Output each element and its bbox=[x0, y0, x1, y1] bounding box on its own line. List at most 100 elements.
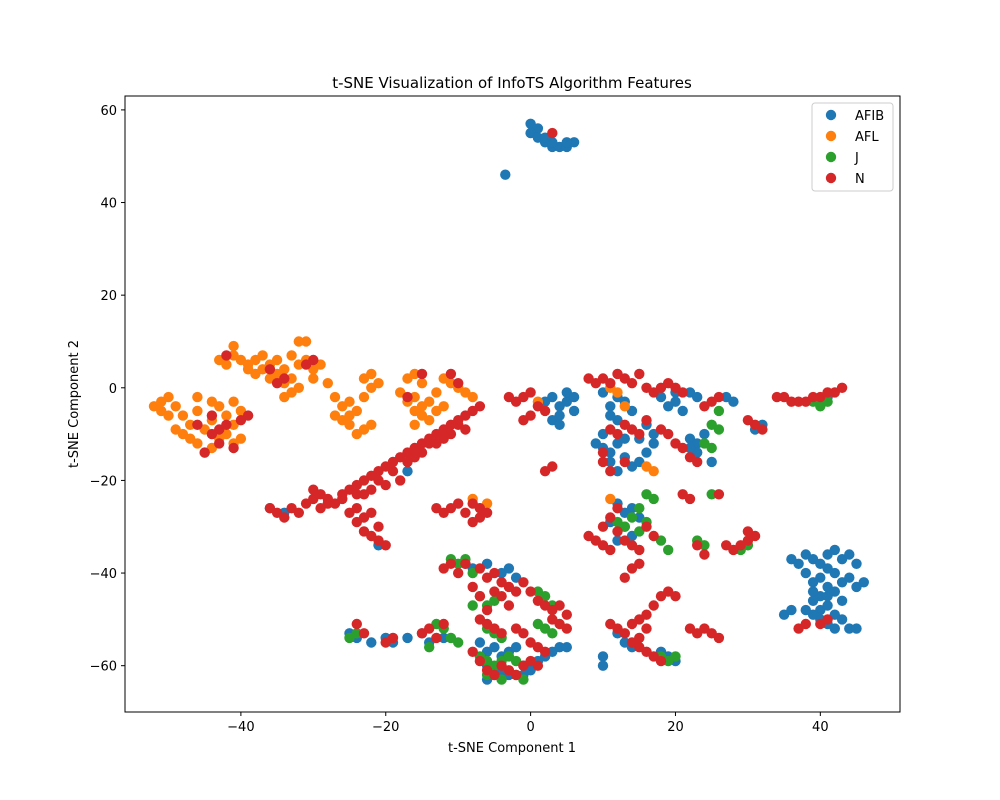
point-n-181 bbox=[539, 646, 551, 657]
point-j-14 bbox=[467, 600, 478, 611]
point-n-232 bbox=[786, 396, 797, 407]
point-n-139 bbox=[641, 521, 652, 532]
point-n-80 bbox=[351, 503, 362, 514]
point-afib-32 bbox=[605, 447, 616, 458]
point-n-193 bbox=[358, 628, 370, 639]
point-n-163 bbox=[518, 577, 529, 588]
point-afib-61 bbox=[626, 503, 638, 514]
point-afib-138 bbox=[503, 563, 515, 574]
point-n-228 bbox=[699, 549, 710, 560]
scatter-points bbox=[148, 118, 869, 685]
point-afib-132 bbox=[561, 642, 572, 653]
point-n-125 bbox=[692, 456, 703, 468]
point-n-75 bbox=[373, 521, 384, 532]
point-afib-108 bbox=[366, 637, 377, 648]
point-n-90 bbox=[467, 516, 478, 528]
x-tick-label: 0 bbox=[526, 720, 534, 735]
point-n-172 bbox=[561, 623, 572, 634]
point-n-50 bbox=[337, 493, 348, 505]
y-tick-label: −40 bbox=[90, 567, 117, 582]
point-n-249 bbox=[713, 489, 725, 500]
point-afib-45 bbox=[648, 438, 659, 449]
point-n-192 bbox=[351, 618, 362, 630]
point-n-161 bbox=[503, 600, 515, 611]
point-n-1 bbox=[221, 350, 232, 361]
point-n-85 bbox=[460, 507, 471, 518]
point-n-146 bbox=[605, 544, 616, 556]
point-afl-76 bbox=[409, 391, 420, 403]
point-n-185 bbox=[489, 669, 500, 681]
point-n-149 bbox=[438, 563, 449, 574]
point-afl-93 bbox=[409, 419, 420, 430]
point-n-162 bbox=[481, 604, 493, 616]
point-n-209 bbox=[670, 591, 681, 602]
point-n-251 bbox=[619, 456, 630, 468]
point-n-178 bbox=[518, 628, 529, 639]
point-n-243 bbox=[822, 614, 833, 625]
point-afib-57 bbox=[684, 442, 696, 454]
point-afib-131 bbox=[554, 642, 565, 653]
x-tick-label: 40 bbox=[812, 720, 829, 735]
point-n-65 bbox=[373, 475, 384, 486]
point-n-235 bbox=[807, 391, 819, 403]
point-afib-11 bbox=[561, 137, 572, 148]
point-j-59 bbox=[663, 544, 674, 556]
point-afl-25 bbox=[206, 396, 218, 407]
point-n-160 bbox=[496, 591, 507, 602]
point-n-134 bbox=[612, 526, 623, 537]
point-n-66 bbox=[358, 489, 370, 500]
point-n-123 bbox=[677, 442, 688, 454]
point-n-188 bbox=[510, 669, 522, 681]
point-n-100 bbox=[539, 466, 551, 477]
point-n-250 bbox=[597, 447, 609, 458]
point-afib-83 bbox=[844, 572, 855, 583]
point-n-176 bbox=[496, 628, 507, 639]
point-afib-143 bbox=[402, 466, 413, 477]
point-afib-65 bbox=[612, 535, 623, 546]
point-n-47 bbox=[308, 484, 319, 495]
point-n-227 bbox=[742, 526, 754, 537]
point-n-4 bbox=[279, 373, 290, 384]
legend-box bbox=[811, 102, 894, 192]
point-n-61 bbox=[460, 424, 471, 435]
point-n-51 bbox=[351, 489, 362, 500]
point-j-1 bbox=[351, 628, 362, 639]
point-n-49 bbox=[322, 498, 333, 509]
point-n-132 bbox=[605, 512, 616, 523]
plot-frame bbox=[124, 95, 901, 713]
point-n-158 bbox=[474, 591, 486, 602]
legend-label-afib: AFIB bbox=[855, 109, 884, 124]
point-afib-51 bbox=[692, 391, 703, 403]
point-j-50 bbox=[713, 424, 725, 435]
point-n-137 bbox=[634, 544, 645, 556]
point-afl-48 bbox=[293, 336, 304, 347]
point-n-70 bbox=[453, 378, 464, 389]
point-afib-73 bbox=[829, 544, 840, 556]
legend-label-afl: AFL bbox=[855, 130, 879, 145]
point-afib-153 bbox=[728, 396, 739, 407]
point-n-182 bbox=[467, 646, 478, 657]
point-n-248 bbox=[684, 493, 696, 505]
point-j-54 bbox=[706, 489, 717, 500]
point-n-13 bbox=[199, 447, 210, 458]
point-afl-84 bbox=[438, 401, 449, 412]
y-axis-label: t-SNE Component 2 bbox=[67, 340, 82, 468]
point-afib-77 bbox=[800, 567, 811, 579]
point-afl-3 bbox=[170, 401, 181, 412]
point-n-10 bbox=[221, 419, 232, 430]
y-tick-label: 0 bbox=[109, 382, 117, 397]
point-afl-29 bbox=[221, 359, 232, 370]
point-afib-117 bbox=[489, 642, 500, 653]
point-j-53 bbox=[713, 405, 725, 417]
point-n-215 bbox=[641, 623, 652, 634]
series-n bbox=[192, 127, 848, 681]
point-n-141 bbox=[626, 563, 638, 574]
point-afl-56 bbox=[250, 368, 261, 380]
point-n-241 bbox=[800, 618, 811, 630]
point-afl-78 bbox=[424, 396, 435, 407]
point-n-164 bbox=[525, 586, 536, 597]
y-tick-label: 20 bbox=[100, 289, 117, 304]
point-afl-47 bbox=[286, 350, 297, 361]
point-n-63 bbox=[402, 456, 413, 468]
